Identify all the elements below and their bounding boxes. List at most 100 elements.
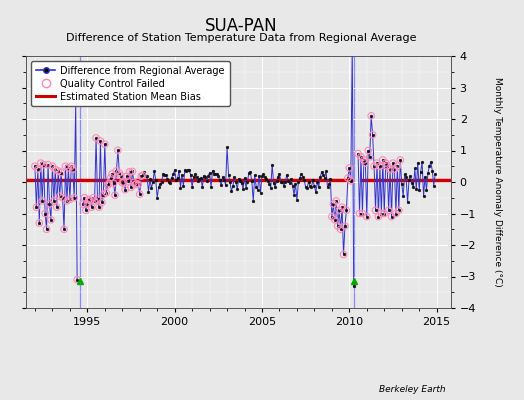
- Point: [385, 207, 393, 214]
- Point: [117, 173, 125, 179]
- Point: [31, 163, 39, 170]
- Point: [42, 226, 51, 232]
- Point: [125, 169, 134, 175]
- Point: [379, 157, 387, 163]
- Point: [82, 207, 90, 214]
- Point: [336, 226, 345, 232]
- Point: [38, 198, 47, 204]
- Point: [134, 181, 143, 188]
- Point: [358, 210, 367, 217]
- Point: [376, 163, 384, 170]
- Point: [86, 198, 94, 204]
- Point: [101, 141, 109, 147]
- Point: [89, 194, 97, 201]
- Point: [88, 204, 96, 210]
- Point: [329, 201, 337, 207]
- Point: [354, 150, 362, 157]
- Text: Berkeley Earth: Berkeley Earth: [379, 385, 445, 394]
- Point: [93, 196, 102, 202]
- Point: [368, 132, 377, 138]
- Point: [136, 191, 144, 198]
- Point: [346, 178, 355, 184]
- Point: [51, 166, 60, 173]
- Point: [392, 210, 400, 217]
- Text: Difference of Station Temperature Data from Regional Average: Difference of Station Temperature Data f…: [66, 33, 416, 43]
- Point: [128, 168, 137, 174]
- Point: [80, 194, 89, 201]
- Point: [390, 166, 399, 173]
- Point: [83, 201, 92, 207]
- Point: [111, 192, 119, 198]
- Point: [64, 165, 73, 171]
- Y-axis label: Monthly Temperature Anomaly Difference (°C): Monthly Temperature Anomaly Difference (…: [493, 77, 502, 287]
- Point: [50, 198, 58, 204]
- Point: [124, 178, 132, 184]
- Point: [395, 207, 403, 214]
- Point: [112, 168, 121, 174]
- Point: [115, 170, 124, 176]
- Point: [69, 166, 77, 173]
- Point: [386, 166, 394, 173]
- Point: [79, 201, 87, 207]
- Text: SUA-PAN: SUA-PAN: [205, 17, 277, 35]
- Point: [61, 163, 70, 170]
- Point: [104, 182, 112, 188]
- Point: [338, 204, 346, 210]
- Point: [121, 186, 129, 193]
- Point: [44, 162, 52, 168]
- Point: [97, 199, 106, 206]
- Point: [333, 223, 342, 229]
- Point: [341, 223, 349, 229]
- Point: [54, 168, 62, 174]
- Point: [357, 154, 365, 160]
- Point: [39, 162, 48, 168]
- Point: [91, 198, 99, 204]
- Point: [332, 198, 341, 204]
- Point: [377, 210, 386, 217]
- Point: [364, 147, 373, 154]
- Point: [381, 160, 390, 166]
- Point: [35, 220, 43, 226]
- Point: [372, 207, 380, 214]
- Point: [396, 157, 405, 163]
- Point: [393, 163, 401, 170]
- Point: [47, 217, 55, 223]
- Point: [60, 226, 68, 232]
- Point: [106, 175, 115, 181]
- Point: [361, 160, 369, 166]
- Point: [359, 157, 368, 163]
- Point: [71, 100, 80, 106]
- Point: [348, 43, 356, 50]
- Point: [73, 276, 81, 283]
- Point: [67, 163, 75, 170]
- Point: [138, 172, 147, 178]
- Point: [127, 184, 135, 190]
- Point: [37, 160, 45, 166]
- Point: [367, 113, 375, 119]
- Point: [355, 210, 364, 217]
- Point: [373, 160, 381, 166]
- Point: [92, 135, 100, 141]
- Point: [137, 173, 145, 179]
- Point: [370, 163, 378, 170]
- Point: [41, 210, 49, 217]
- Point: [45, 201, 53, 207]
- Point: [118, 180, 126, 186]
- Point: [70, 194, 79, 201]
- Point: [84, 196, 93, 202]
- Point: [114, 147, 122, 154]
- Point: [342, 207, 351, 214]
- Point: [130, 179, 138, 186]
- Point: [57, 169, 66, 176]
- Point: [32, 204, 40, 210]
- Point: [95, 204, 103, 210]
- Point: [331, 217, 339, 223]
- Point: [96, 138, 105, 144]
- Point: [63, 198, 71, 204]
- Point: [389, 160, 397, 166]
- Point: [58, 194, 67, 201]
- Point: [108, 171, 116, 177]
- Point: [380, 210, 388, 217]
- Point: [387, 214, 396, 220]
- Point: [328, 214, 336, 220]
